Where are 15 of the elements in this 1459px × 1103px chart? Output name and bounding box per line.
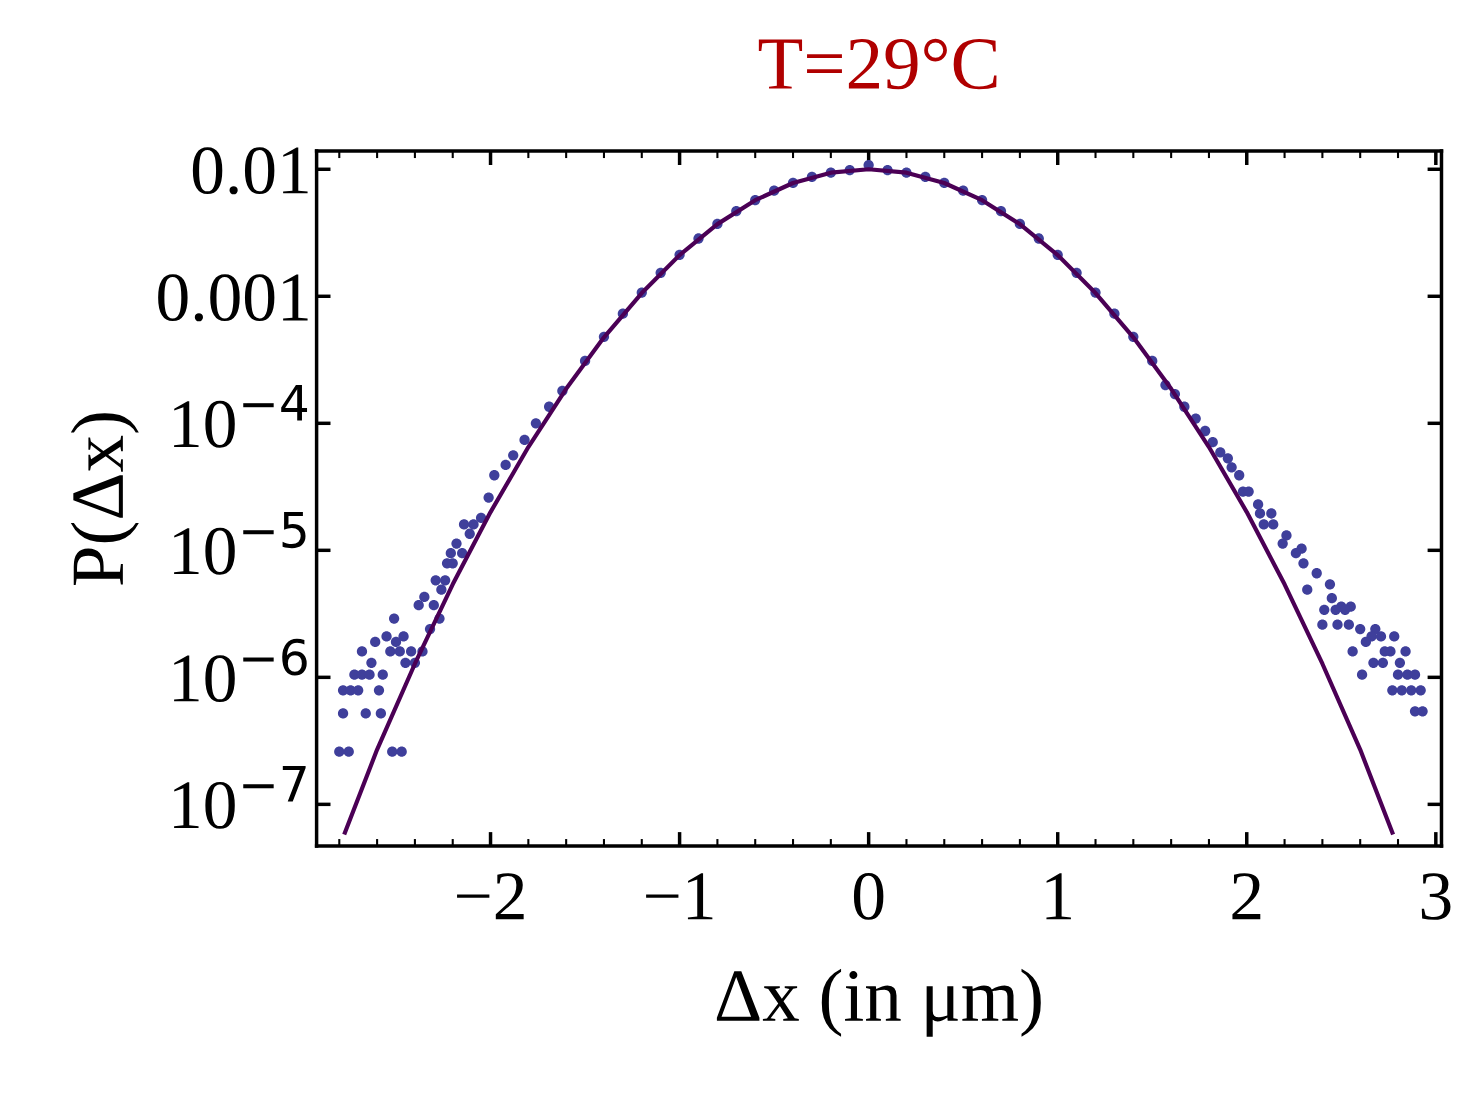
y-tick-label: 10$^{−6}$ <box>174 638 307 703</box>
x-tick-label: 1 <box>1046 873 1071 920</box>
chart-title: T=29°C <box>758 38 997 90</box>
y-tick-label: 10$^{−5}$ <box>174 512 306 575</box>
y-tick-label: 10$^{−4}$ <box>174 385 308 448</box>
y-tick-label: 0.001 <box>158 274 308 322</box>
x-tick-label: 0 <box>853 873 884 920</box>
y-tick-label: 10$^{−7}$ <box>174 766 306 829</box>
x-axis-title: Δx (in μm) <box>716 968 1041 1037</box>
x-tick-label: 2 <box>1232 873 1261 920</box>
x-tick-label: 3 <box>1421 873 1451 920</box>
x-tick-label: −1 <box>646 873 713 920</box>
x-tick-label: −2 <box>457 873 524 920</box>
y-tick-label: 0.01 <box>192 147 308 195</box>
y-axis-title: P(Δx) <box>70 413 139 586</box>
